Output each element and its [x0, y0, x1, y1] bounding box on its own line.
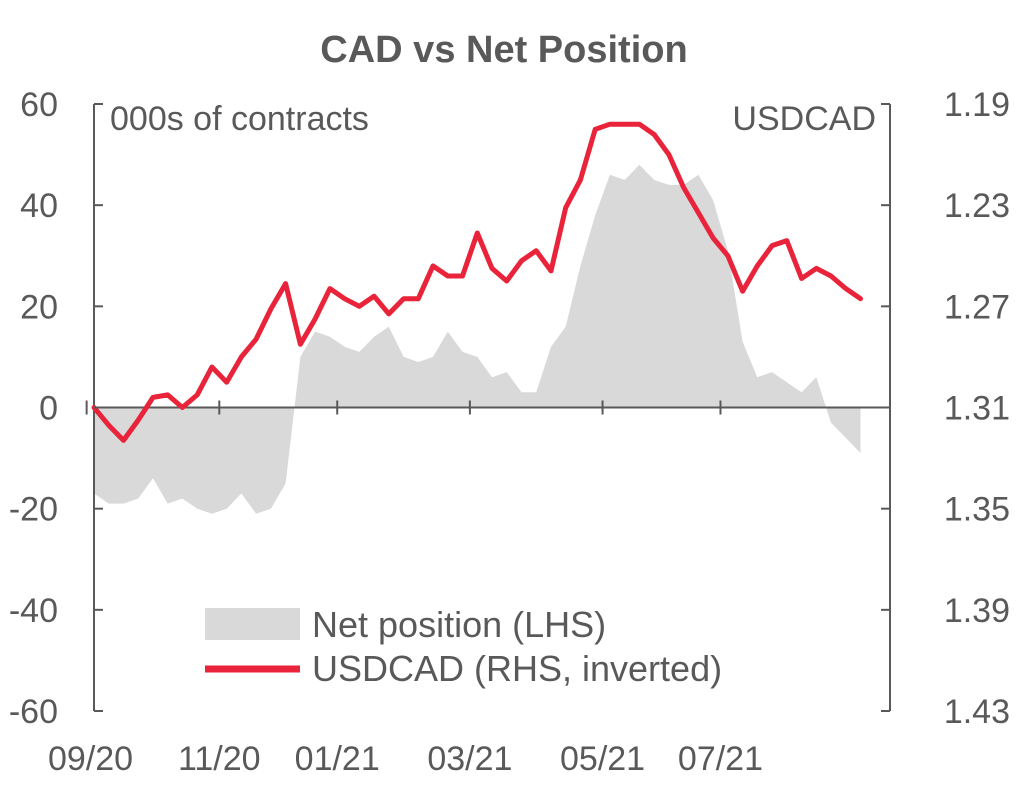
x-tick-label: 01/21 [295, 740, 380, 778]
left-tick-label: 0 [39, 390, 58, 428]
x-tick-label: 07/21 [678, 740, 763, 778]
left-tick-label: -20 [9, 491, 58, 529]
left-tick-label: 60 [20, 86, 58, 124]
left-tick-label: -60 [9, 693, 58, 731]
legend-swatch-net-position [205, 608, 300, 640]
net-position-area [94, 164, 861, 514]
usdcad-line [91, 121, 863, 443]
x-tick-label: 11/20 [178, 740, 261, 778]
left-tick-label: -40 [9, 592, 58, 630]
legend-label-net-position: Net position (LHS) [312, 604, 606, 645]
right-tick-label: 1.43 [944, 693, 1010, 731]
left-axis-ticks: 60 40 20 0 -20 -40 -60 [9, 86, 103, 731]
right-axis-unit-label: USDCAD [732, 100, 876, 138]
left-tick-label: 20 [20, 288, 58, 326]
right-tick-label: 1.27 [944, 288, 1010, 326]
legend: Net position (LHS) USDCAD (RHS, inverted… [205, 604, 722, 689]
x-axis-ticks: 09/20 11/20 01/21 03/21 05/21 07/21 [48, 400, 763, 778]
left-axis-unit-label: 000s of contracts [110, 100, 369, 138]
x-tick-label: 03/21 [427, 740, 512, 778]
legend-label-usdcad: USDCAD (RHS, inverted) [312, 648, 722, 689]
right-tick-label: 1.35 [944, 491, 1010, 529]
usdcad-line-layer [91, 121, 863, 443]
chart-title: CAD vs Net Position [320, 29, 687, 71]
right-tick-label: 1.23 [944, 187, 1010, 225]
left-tick-label: 40 [20, 187, 58, 225]
x-tick-label: 05/21 [560, 740, 645, 778]
right-axis-ticks: 1.19 1.23 1.27 1.31 1.35 1.39 1.43 [881, 86, 1010, 731]
net-position-area-layer [94, 164, 861, 514]
right-tick-label: 1.31 [944, 390, 1010, 428]
x-tick-label: 09/20 [48, 740, 133, 778]
right-tick-label: 1.39 [944, 592, 1010, 630]
right-tick-label: 1.19 [944, 86, 1010, 124]
